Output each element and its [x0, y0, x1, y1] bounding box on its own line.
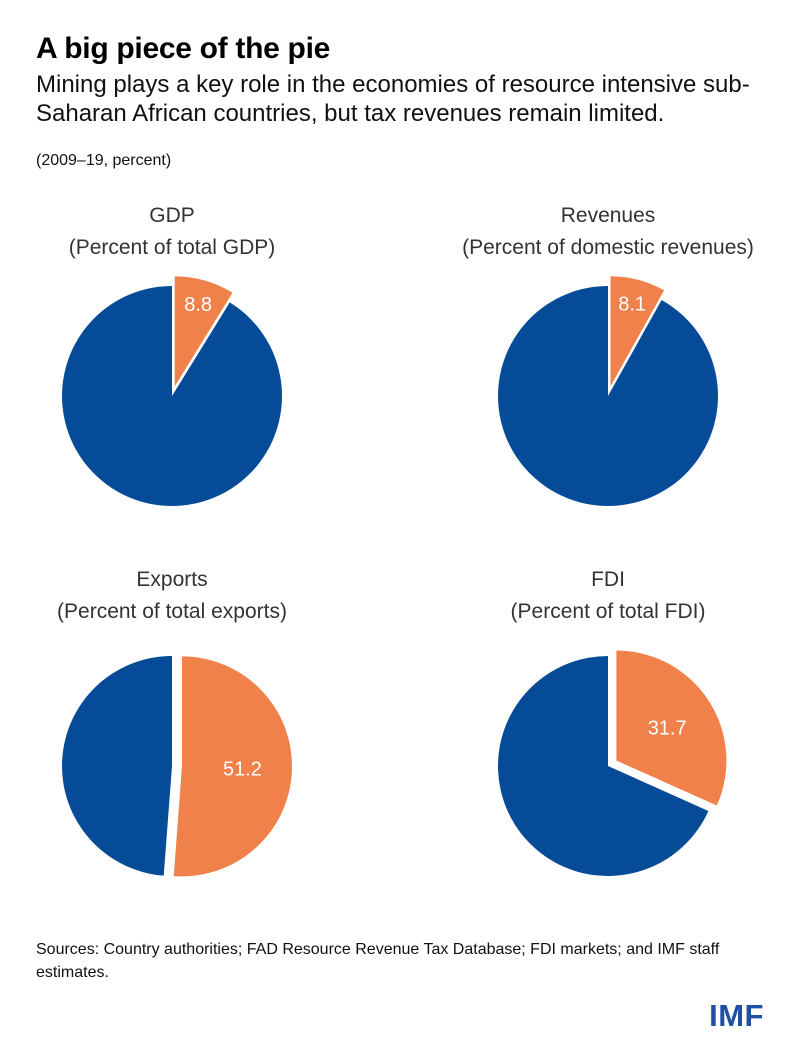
- pie-subtitle-revenues: (Percent of domestic revenues): [462, 236, 754, 259]
- pie-chart-exports: 51.2: [61, 656, 292, 877]
- mining-slice-1: [610, 276, 665, 387]
- pie-subtitle-gdp: (Percent of total GDP): [68, 236, 276, 259]
- pie-subtitle-fdi: (Percent of total FDI): [510, 600, 706, 623]
- slice-label-3: 31.7: [648, 718, 687, 740]
- pie-chart-gdp: 8.8: [61, 276, 282, 506]
- pie-chart-revenues: 8.1: [498, 276, 718, 506]
- unit-note: (2009–19, percent): [36, 152, 172, 169]
- chart-subtitle: Mining plays a key role in the economies…: [36, 71, 750, 127]
- mining-slice-0: [174, 276, 233, 387]
- slice-label-1: 8.1: [618, 293, 646, 315]
- pie-title-gdp: GDP: [149, 204, 195, 227]
- mining-slice-3: [616, 650, 727, 806]
- source-note: Sources: Country authorities; FAD Resour…: [36, 941, 720, 981]
- pie-title-exports: Exports: [136, 568, 208, 591]
- pie-title-fdi: FDI: [591, 568, 625, 591]
- other-slice-1: [498, 286, 718, 506]
- chart-title: A big piece of the pie: [36, 32, 330, 65]
- pie-chart-fdi: 31.7: [498, 650, 727, 876]
- slice-label-0: 8.8: [184, 294, 212, 316]
- other-slice-0: [61, 286, 282, 506]
- other-slice-2: [61, 656, 172, 876]
- other-slice-3: [498, 656, 709, 876]
- pie-subtitle-exports: (Percent of total exports): [57, 600, 287, 623]
- imf-logo: IMF: [709, 998, 764, 1033]
- mining-slice-2: [173, 656, 292, 877]
- slice-label-2: 51.2: [223, 759, 262, 781]
- pie-title-revenues: Revenues: [560, 204, 656, 227]
